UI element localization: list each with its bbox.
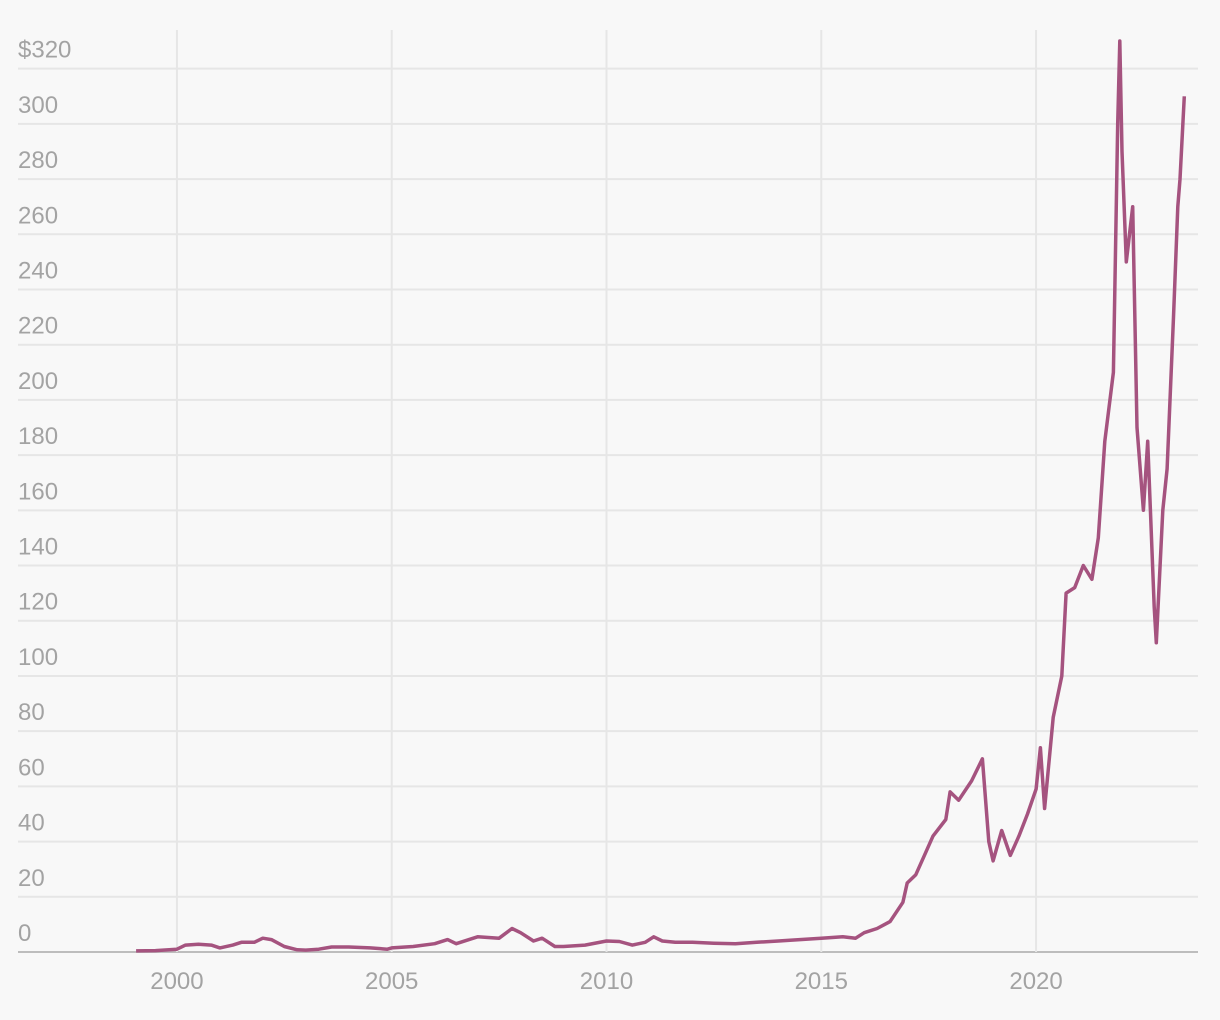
y-tick-label: 160: [18, 478, 58, 505]
x-tick-label: 2010: [580, 968, 633, 995]
x-tick-label: 2005: [365, 968, 418, 995]
y-tick-label: 60: [18, 754, 45, 781]
y-tick-label: 100: [18, 644, 58, 671]
y-tick-label: 280: [18, 147, 58, 174]
x-tick-label: 2000: [150, 968, 203, 995]
y-tick-label: 20: [18, 865, 45, 892]
y-tick-label: $320: [18, 37, 71, 64]
y-tick-label: 180: [18, 423, 58, 450]
y-tick-label: 260: [18, 202, 58, 229]
price-line: [136, 39, 1187, 953]
y-tick-label: 140: [18, 534, 58, 561]
y-tick-label: 300: [18, 92, 58, 119]
y-tick-label: 240: [18, 257, 58, 284]
y-tick-label: 200: [18, 368, 58, 395]
y-tick-label: 80: [18, 699, 45, 726]
y-tick-label: 40: [18, 810, 45, 837]
y-tick-label: 120: [18, 589, 58, 616]
y-tick-label: 0: [18, 920, 31, 947]
x-tick-label: 2020: [1009, 968, 1062, 995]
y-tick-label: 220: [18, 313, 58, 340]
x-tick-label: 2015: [795, 968, 848, 995]
